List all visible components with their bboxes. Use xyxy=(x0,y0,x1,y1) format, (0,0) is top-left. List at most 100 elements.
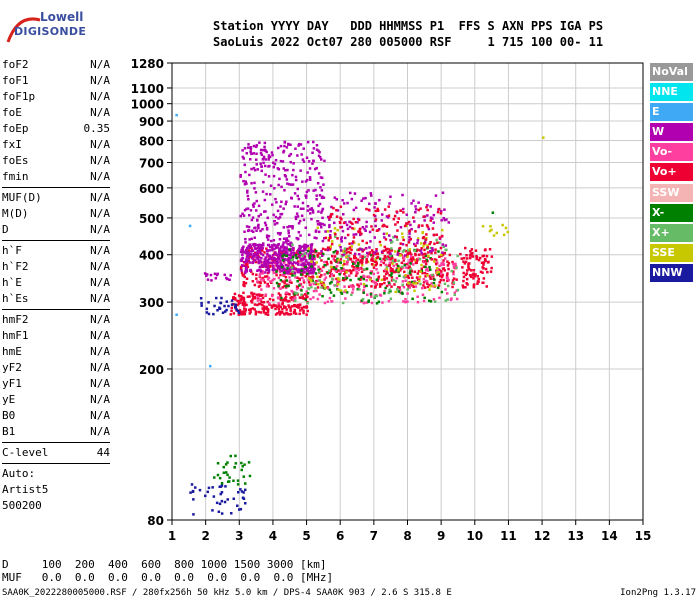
echo-point xyxy=(304,194,307,197)
echo-point xyxy=(259,278,263,281)
param-name: C-level xyxy=(2,446,49,459)
echo-point xyxy=(267,270,271,274)
echo-point xyxy=(481,254,484,258)
echo-point xyxy=(304,275,307,278)
echo-point xyxy=(383,236,386,239)
echo-point xyxy=(441,273,444,277)
echo-point xyxy=(421,253,424,256)
echo-point xyxy=(323,237,326,240)
echo-point xyxy=(274,159,278,162)
echo-point xyxy=(296,303,300,307)
echo-point xyxy=(298,219,302,223)
echo-point xyxy=(205,307,209,311)
echo-point xyxy=(284,279,287,282)
echo-point xyxy=(478,256,482,260)
echo-point xyxy=(343,272,346,276)
param-value: N/A xyxy=(90,74,110,87)
echo-point xyxy=(261,249,264,252)
echo-point xyxy=(394,280,398,283)
echo-point xyxy=(359,277,362,280)
param-value: N/A xyxy=(90,154,110,167)
echo-point xyxy=(265,259,269,262)
echo-point xyxy=(355,270,358,274)
echo-point xyxy=(328,225,331,229)
echo-point xyxy=(227,304,230,308)
echo-point xyxy=(244,308,247,311)
echo-point xyxy=(401,280,405,283)
param-row: B0 N/A xyxy=(2,408,110,424)
echo-point xyxy=(312,140,315,144)
echo-point xyxy=(255,229,258,232)
param-group-critical-frequencies: foF2 N/A foF1 N/A foF1p N/A foE N/A foEp 0.35 fxI N… xyxy=(2,57,110,185)
echo-point xyxy=(387,205,390,208)
echo-point xyxy=(349,258,352,261)
divider xyxy=(2,187,110,188)
echo-point xyxy=(430,282,433,285)
echo-point xyxy=(230,309,233,313)
echo-point xyxy=(483,257,487,261)
echo-point xyxy=(268,303,271,306)
echo-point xyxy=(262,278,265,281)
echo-point xyxy=(309,279,313,283)
echo-point xyxy=(243,463,246,466)
echo-point xyxy=(342,221,346,225)
echo-point xyxy=(470,254,474,257)
echo-point xyxy=(342,268,346,272)
echo-point xyxy=(393,270,397,274)
echo-point xyxy=(281,160,285,163)
echo-point xyxy=(318,256,322,259)
echo-point xyxy=(318,293,321,296)
echo-point xyxy=(334,266,337,269)
echo-point xyxy=(383,208,387,211)
param-value: N/A xyxy=(90,207,110,220)
echo-point xyxy=(462,286,465,289)
echo-point xyxy=(353,252,357,256)
echo-point xyxy=(409,223,412,227)
echo-point xyxy=(299,303,302,306)
echo-point xyxy=(265,150,268,154)
param-row: B1 N/A xyxy=(2,424,110,440)
echo-point xyxy=(242,245,245,248)
echo-point xyxy=(443,251,446,255)
echo-point xyxy=(272,239,276,242)
echo-point xyxy=(261,247,264,250)
echo-point xyxy=(319,223,322,226)
echo-point xyxy=(399,269,402,272)
echo-point xyxy=(316,286,320,289)
echo-point xyxy=(200,304,203,307)
echo-point xyxy=(335,198,338,201)
echo-point xyxy=(358,231,361,234)
echo-point xyxy=(332,294,336,297)
echo-point xyxy=(279,266,282,270)
echo-point xyxy=(311,279,314,282)
echo-point xyxy=(446,298,449,301)
echo-point xyxy=(220,296,223,300)
echo-point xyxy=(230,306,233,310)
echo-point xyxy=(425,280,429,283)
echo-point xyxy=(243,230,246,233)
echo-point xyxy=(268,245,272,249)
echo-point xyxy=(256,246,260,250)
echo-point xyxy=(287,142,290,146)
echo-point xyxy=(473,275,476,278)
echo-point xyxy=(283,144,286,148)
echo-point xyxy=(329,236,332,240)
echo-point xyxy=(226,277,229,281)
echo-point xyxy=(242,291,245,295)
echo-point xyxy=(406,253,409,256)
echo-point xyxy=(320,176,324,180)
echo-point xyxy=(346,247,349,251)
echo-point xyxy=(320,196,324,200)
echo-point xyxy=(307,278,310,282)
echo-point xyxy=(349,221,353,224)
echo-point xyxy=(357,218,361,222)
echo-point xyxy=(373,260,377,263)
echo-point xyxy=(247,225,251,229)
echo-point xyxy=(420,263,423,267)
echo-point xyxy=(298,284,301,287)
echo-point xyxy=(290,281,293,284)
echo-point xyxy=(261,307,264,310)
echo-point xyxy=(248,243,251,246)
echo-point xyxy=(253,242,256,246)
echo-point xyxy=(418,258,422,261)
